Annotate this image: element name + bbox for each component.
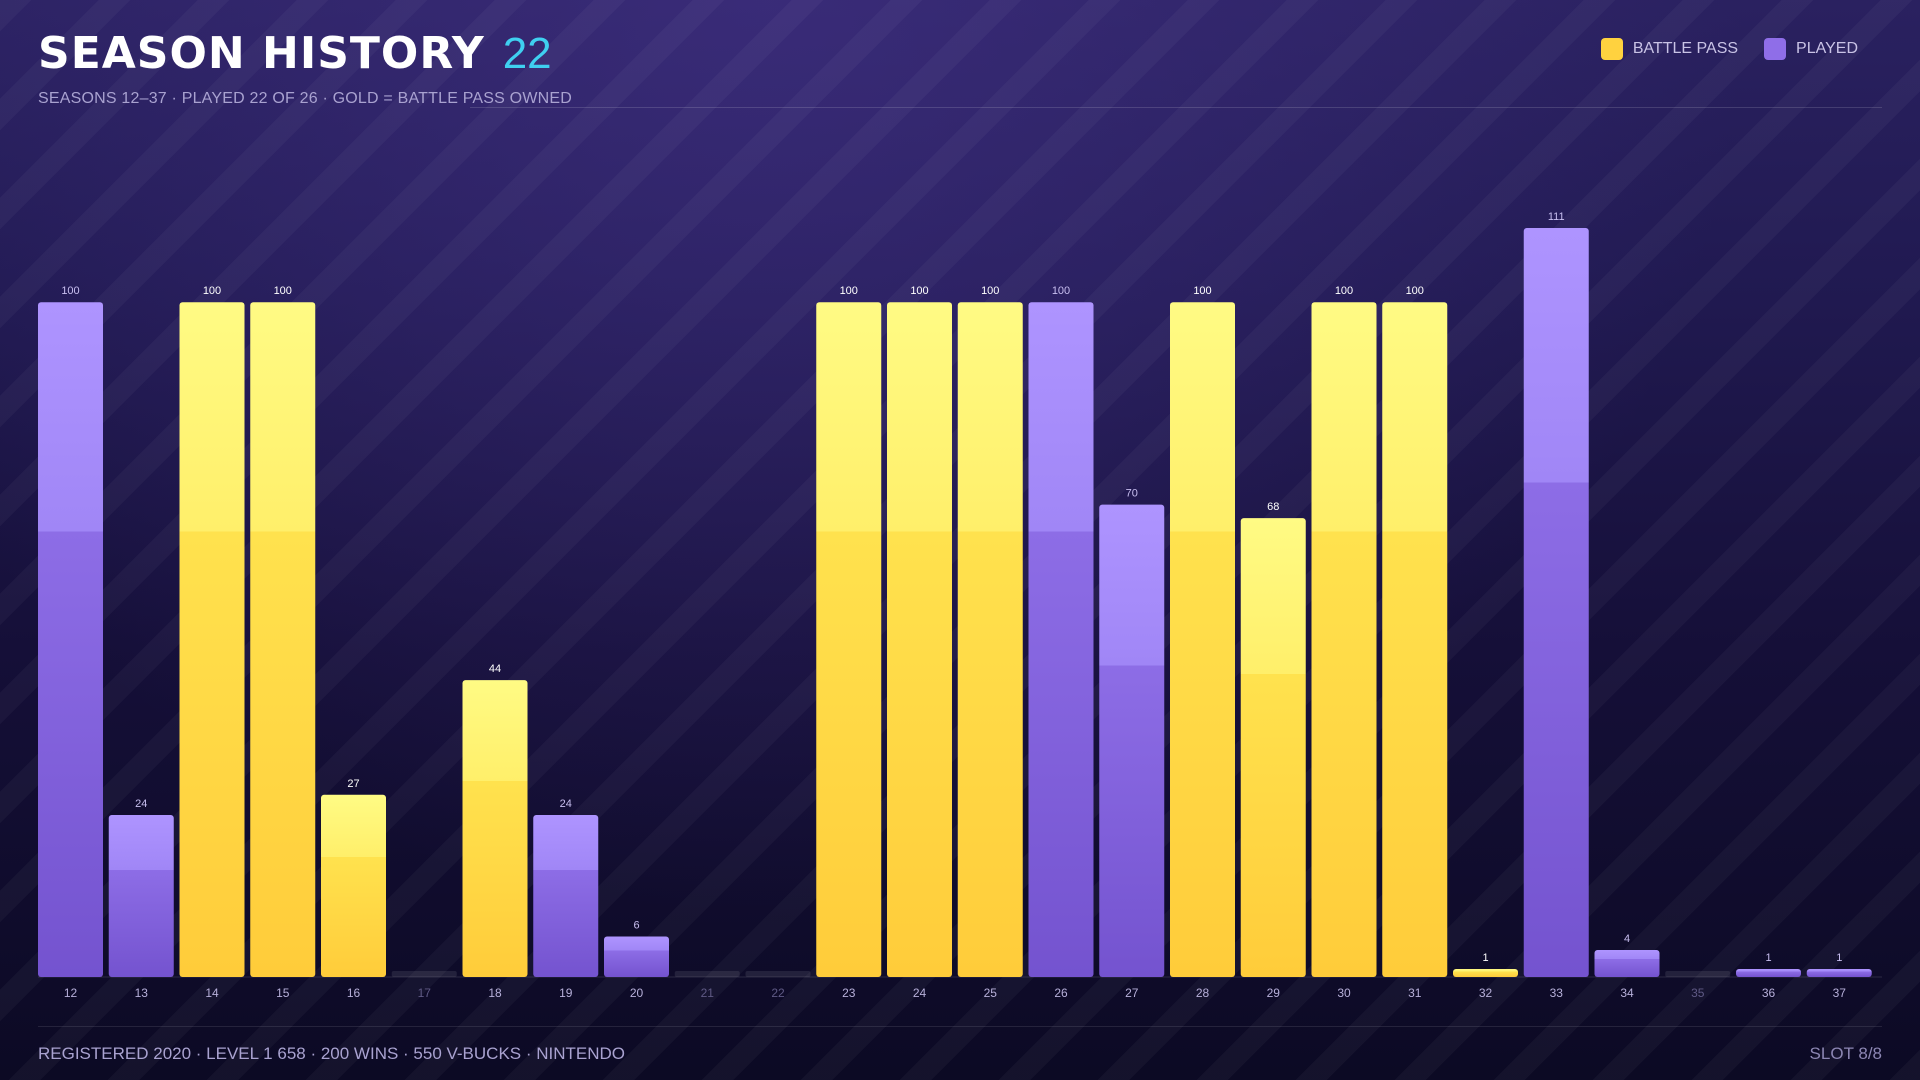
- bar-season-22: [745, 971, 811, 977]
- tick-label-season-17: 17: [418, 986, 432, 1000]
- battle-pass-swatch: [1600, 38, 1623, 60]
- tick-label-season-35: 35: [1691, 986, 1705, 1000]
- bar-season-15: [250, 302, 316, 977]
- bar-season-19: [533, 815, 599, 977]
- bar-season-14: [179, 302, 245, 977]
- value-label-season-25: 100: [981, 285, 999, 297]
- value-label-season-28: 100: [1193, 285, 1211, 297]
- value-label-season-36: 1: [1765, 952, 1771, 964]
- played-count: 22: [502, 29, 552, 78]
- bar-season-21: [674, 971, 740, 977]
- bar-season-29: [1240, 518, 1306, 977]
- tick-label-season-12: 12: [64, 986, 78, 1000]
- header-divider: [470, 107, 1882, 108]
- tick-label-season-31: 31: [1408, 986, 1422, 1000]
- value-label-season-19: 24: [560, 798, 572, 810]
- legend-label-battle-pass: BATTLE PASS: [1632, 40, 1739, 57]
- value-label-season-14: 100: [203, 285, 221, 297]
- value-label-season-27: 70: [1126, 488, 1138, 500]
- played-swatch: [1764, 38, 1787, 60]
- tick-label-season-25: 25: [984, 986, 998, 1000]
- value-label-season-29: 68: [1267, 501, 1279, 513]
- tick-label-season-14: 14: [205, 986, 219, 1000]
- tick-label-season-22: 22: [771, 986, 785, 1000]
- tick-label-season-16: 16: [347, 986, 361, 1000]
- value-label-season-37: 1: [1836, 952, 1842, 964]
- bar-season-23: [816, 302, 882, 977]
- tick-label-season-15: 15: [276, 986, 290, 1000]
- bar-season-37: [1806, 969, 1872, 977]
- value-label-season-13: 24: [135, 798, 147, 810]
- tick-label-season-33: 33: [1550, 986, 1564, 1000]
- tick-label-season-19: 19: [559, 986, 573, 1000]
- value-label-season-12: 100: [61, 285, 79, 297]
- tick-label-season-21: 21: [701, 986, 715, 1000]
- tick-label-season-20: 20: [630, 986, 644, 1000]
- account-summary: REGISTERED 2020 · LEVEL 1 658 · 200 WINS…: [38, 1044, 626, 1063]
- legend-label-played: PLAYED: [1796, 40, 1858, 57]
- value-label-season-23: 100: [840, 285, 858, 297]
- legend-item-battle-pass: BATTLE PASS: [1600, 38, 1739, 60]
- tick-label-season-18: 18: [488, 986, 502, 1000]
- slot-indicator: SLOT 8/8: [1809, 1044, 1882, 1063]
- value-label-season-20: 6: [633, 920, 639, 932]
- bar-season-32: [1453, 969, 1518, 977]
- legend: BATTLE PASS PLAYED: [1600, 38, 1858, 60]
- bar-season-36: [1736, 969, 1801, 977]
- tick-label-season-27: 27: [1125, 986, 1139, 1000]
- bar-season-27: [1099, 504, 1165, 977]
- bar-season-34: [1594, 950, 1660, 977]
- bar-season-20: [604, 936, 669, 977]
- bar-season-26: [1028, 302, 1094, 977]
- tick-label-season-24: 24: [913, 986, 927, 1000]
- bar-season-30: [1311, 302, 1377, 977]
- title-text: SEASON HISTORY: [38, 28, 485, 79]
- value-label-season-30: 100: [1335, 285, 1353, 297]
- subtitle: SEASONS 12–37 · PLAYED 22 OF 26 · GOLD =…: [38, 90, 573, 107]
- value-label-season-16: 27: [347, 778, 359, 790]
- page-title: SEASON HISTORY 22: [38, 28, 552, 79]
- bar-season-33: [1523, 228, 1589, 977]
- value-label-season-18: 44: [489, 663, 501, 675]
- tick-label-season-23: 23: [842, 986, 856, 1000]
- legend-item-played: PLAYED: [1764, 38, 1858, 60]
- tick-label-season-28: 28: [1196, 986, 1210, 1000]
- tick-label-season-34: 34: [1620, 986, 1634, 1000]
- tick-label-season-26: 26: [1054, 986, 1068, 1000]
- value-label-season-32: 1: [1482, 952, 1488, 964]
- footer-divider: [38, 1026, 1882, 1027]
- bar-season-35: [1665, 971, 1731, 977]
- bar-season-18: [462, 680, 528, 977]
- bar-season-12: [38, 302, 103, 977]
- bar-season-13: [108, 815, 174, 977]
- tick-label-season-30: 30: [1337, 986, 1351, 1000]
- value-label-season-24: 100: [910, 285, 928, 297]
- tick-label-season-13: 13: [135, 986, 149, 1000]
- bar-season-25: [957, 302, 1023, 977]
- bar-season-31: [1382, 302, 1448, 977]
- tick-label-season-37: 37: [1833, 986, 1847, 1000]
- value-label-season-15: 100: [274, 285, 292, 297]
- bar-season-28: [1170, 302, 1235, 977]
- value-label-season-26: 100: [1052, 285, 1070, 297]
- bar-season-17: [391, 971, 457, 977]
- value-label-season-34: 4: [1624, 933, 1630, 945]
- value-label-season-33: 111: [1548, 211, 1565, 223]
- bar-season-16: [321, 794, 386, 977]
- tick-label-season-32: 32: [1479, 986, 1493, 1000]
- value-label-season-31: 100: [1406, 285, 1424, 297]
- tick-label-season-36: 36: [1762, 986, 1776, 1000]
- bar-season-24: [887, 302, 952, 977]
- tick-label-season-29: 29: [1267, 986, 1281, 1000]
